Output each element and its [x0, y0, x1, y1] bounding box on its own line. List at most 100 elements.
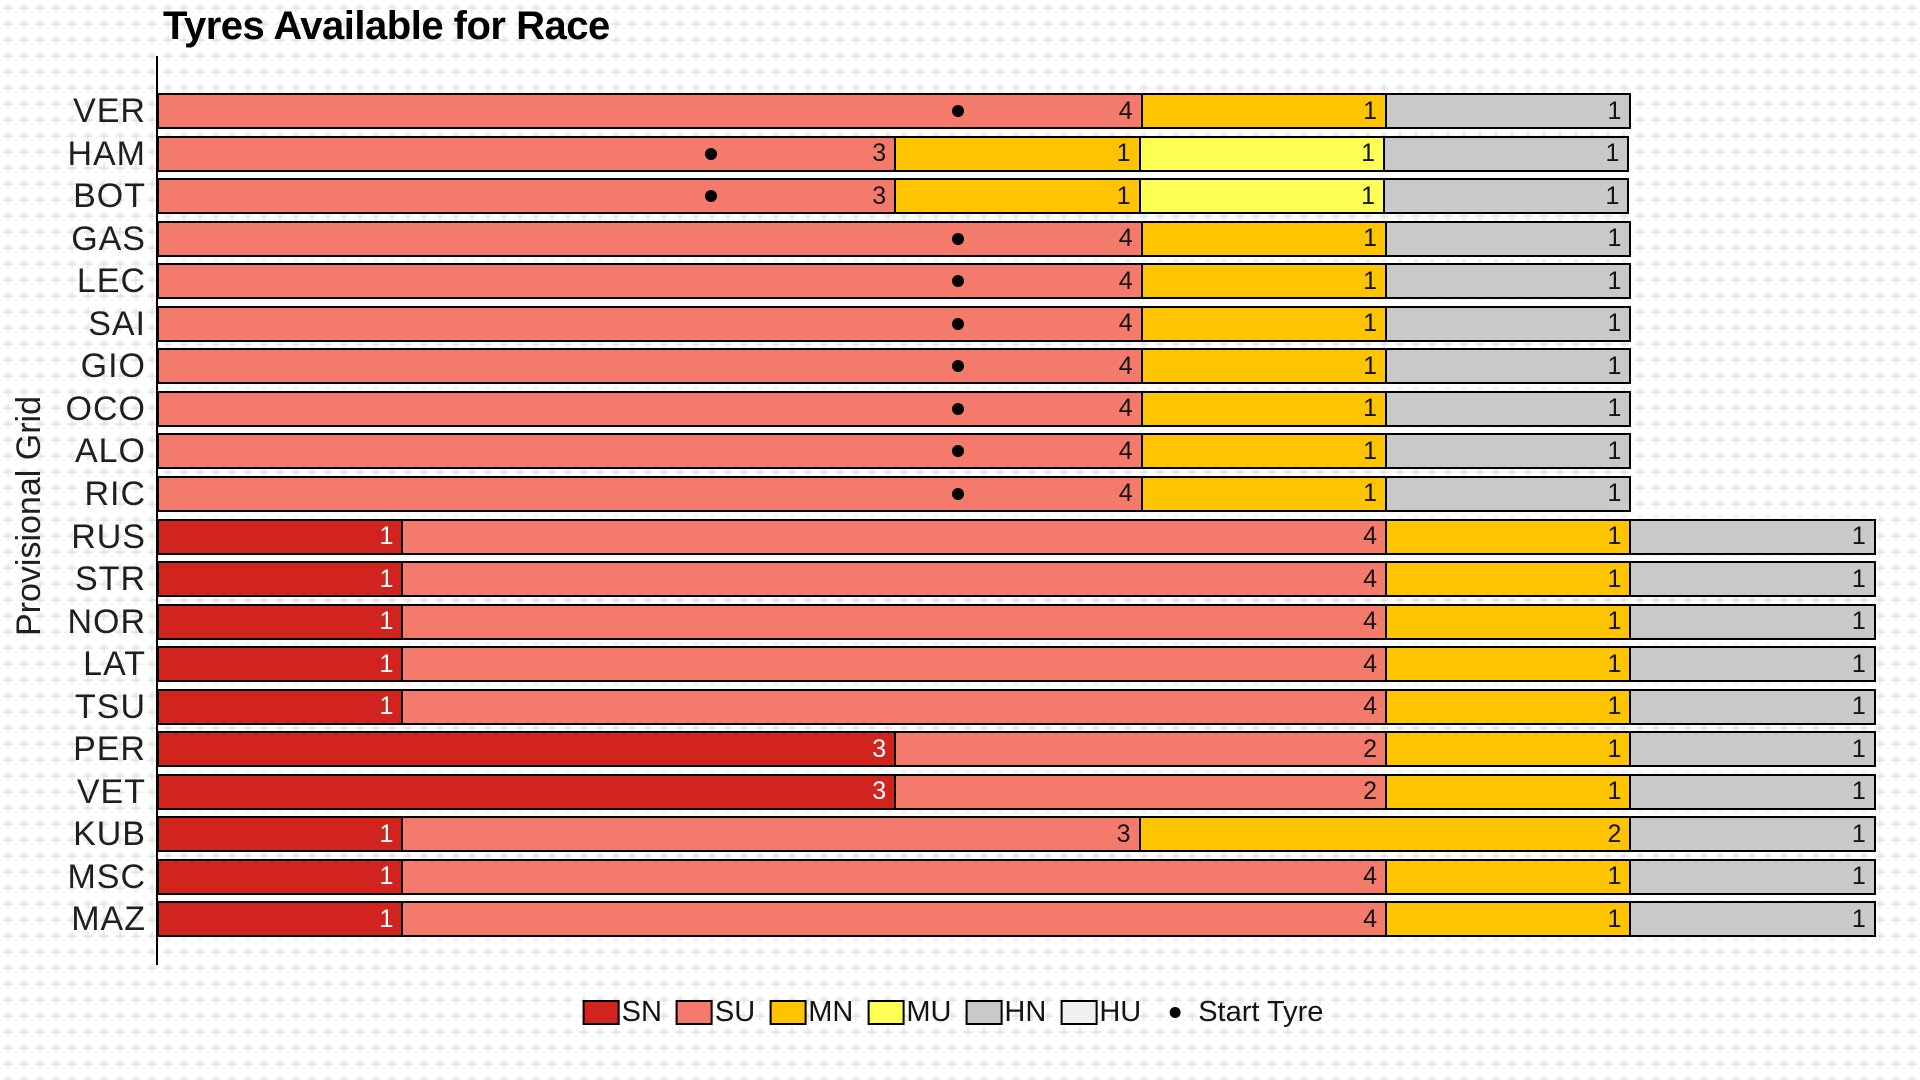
bar-segment-sn-nor: 1	[157, 603, 404, 640]
bar-segment-hn-rus: 1	[1629, 518, 1876, 555]
start-tyre-marker	[705, 190, 718, 203]
segment-count-label: 4	[1363, 692, 1377, 721]
bar-segment-su-ric: 4	[157, 475, 1143, 512]
bar-segment-su-per: 2	[894, 731, 1387, 768]
segment-count-label: 1	[1607, 224, 1622, 253]
segment-count-label: 1	[1607, 394, 1622, 423]
segment-count-label: 3	[872, 777, 887, 806]
y-tick-label-sai: SAI	[88, 304, 146, 343]
bar-segment-sn-kub: 1	[157, 816, 404, 853]
y-tick-label-maz: MAZ	[71, 900, 146, 939]
segment-count-label: 1	[379, 862, 394, 891]
bar-segment-mn-maz: 1	[1384, 901, 1632, 938]
bar-row-alo: 4 1 1	[157, 433, 1632, 470]
bar-segment-sn-maz: 1	[157, 901, 404, 938]
bar-segment-su-rus: 4	[401, 518, 1387, 555]
bar-segment-su-maz: 4	[401, 901, 1387, 938]
segment-count-label: 1	[1607, 522, 1622, 550]
bar-segment-mn-nor: 1	[1384, 603, 1632, 640]
bar-segment-mn-tsu: 1	[1384, 688, 1632, 725]
segment-count-label: 1	[379, 649, 394, 678]
start-tyre-dot-icon	[1169, 1007, 1181, 1018]
y-tick-label-bot: BOT	[73, 177, 146, 216]
segment-count-label: 1	[379, 692, 394, 721]
bar-segment-su-gio: 4	[157, 348, 1143, 385]
y-tick-label-ric: RIC	[84, 474, 146, 513]
segment-count-label: 1	[1607, 96, 1622, 125]
segment-count-label: 1	[1607, 862, 1622, 891]
legend-item-start-tyre: Start Tyre	[1155, 996, 1323, 1029]
bar-row-ric: 4 1 1	[157, 475, 1632, 512]
segment-count-label: 1	[1851, 649, 1866, 678]
segment-count-label: 4	[1118, 309, 1133, 338]
bar-row-msc: 1 4 1 1	[157, 858, 1876, 895]
segment-count-label: 1	[1851, 904, 1866, 933]
legend-item-hn: HN	[965, 996, 1046, 1029]
bar-segment-hn-gio: 1	[1384, 348, 1632, 385]
bar-row-str: 1 4 1 1	[157, 561, 1876, 598]
segment-count-label: 3	[1116, 819, 1131, 848]
y-tick-label-vet: VET	[76, 772, 146, 811]
bar-segment-su-oco: 4	[157, 390, 1143, 427]
bar-segment-hn-lec: 1	[1384, 263, 1632, 300]
bar-row-per: 3 2 1 1	[157, 731, 1876, 768]
bar-segment-mn-per: 1	[1384, 731, 1632, 768]
segment-count-label: 1	[1607, 904, 1622, 933]
legend-item-su: SU	[675, 996, 756, 1029]
segment-count-label: 1	[1361, 139, 1375, 168]
segment-count-label: 1	[1363, 96, 1377, 125]
bar-row-bot: 3 1 1 1	[157, 178, 1630, 215]
start-tyre-marker	[951, 275, 964, 288]
bar-row-sai: 4 1 1	[157, 305, 1632, 342]
start-tyre-marker	[951, 445, 964, 458]
start-tyre-marker	[951, 105, 964, 117]
bar-row-rus: 1 4 1 1	[157, 518, 1876, 555]
bar-segment-hn-kub: 1	[1629, 816, 1876, 853]
bar-segment-hn-per: 1	[1629, 731, 1876, 768]
segment-count-label: 1	[379, 607, 394, 636]
bar-segment-hn-nor: 1	[1629, 603, 1876, 640]
y-tick-label-gio: GIO	[80, 347, 146, 386]
y-tick-label-ver: VER	[73, 92, 146, 130]
bar-row-tsu: 1 4 1 1	[157, 688, 1876, 725]
bar-row-maz: 1 4 1 1	[157, 901, 1876, 938]
legend-swatch-mu	[867, 1000, 905, 1025]
bar-row-vet: 3 2 1 1	[157, 773, 1876, 810]
start-tyre-marker	[951, 402, 964, 415]
segment-count-label: 1	[1363, 309, 1377, 338]
y-tick-label-ham: HAM	[67, 134, 146, 173]
segment-count-label: 4	[1118, 436, 1133, 465]
bar-segment-su-bot: 3	[157, 178, 897, 215]
y-tick-label-tsu: TSU	[75, 687, 146, 726]
bar-segment-sn-vet: 3	[157, 773, 897, 810]
bar-segment-hn-msc: 1	[1629, 858, 1876, 895]
start-tyre-marker	[951, 317, 964, 330]
start-tyre-marker	[705, 147, 718, 160]
bar-segment-su-ham: 3	[157, 135, 897, 172]
bar-segment-mn-vet: 1	[1384, 773, 1632, 810]
segment-count-label: 1	[1607, 564, 1622, 593]
y-tick-label-oco: OCO	[65, 389, 146, 428]
segment-count-label: 4	[1118, 394, 1133, 423]
bar-segment-mn-rus: 1	[1384, 518, 1632, 555]
bar-segment-mu-ham: 1	[1138, 135, 1385, 172]
bar-segment-mu-bot: 1	[1138, 178, 1385, 215]
segment-count-label: 1	[1607, 734, 1622, 763]
bar-segment-mn-gas: 1	[1140, 220, 1387, 257]
y-tick-label-gas: GAS	[71, 219, 146, 258]
segment-count-label: 2	[1607, 819, 1622, 848]
segment-count-label: 1	[1851, 522, 1866, 550]
bar-segment-su-nor: 4	[401, 603, 1387, 640]
segment-count-label: 1	[1116, 139, 1131, 168]
bar-segment-su-msc: 4	[401, 858, 1387, 895]
legend-label-su: SU	[714, 996, 756, 1028]
y-tick-label-rus: RUS	[71, 517, 146, 556]
y-tick-label-nor: NOR	[67, 602, 146, 641]
bar-row-lat: 1 4 1 1	[157, 646, 1876, 683]
segment-count-label: 1	[379, 564, 394, 593]
segment-count-label: 1	[379, 522, 394, 550]
start-tyre-marker	[951, 360, 964, 373]
chart-title: Tyres Available for Race	[163, 4, 610, 48]
bar-row-kub: 1 3 2 1	[157, 816, 1876, 853]
